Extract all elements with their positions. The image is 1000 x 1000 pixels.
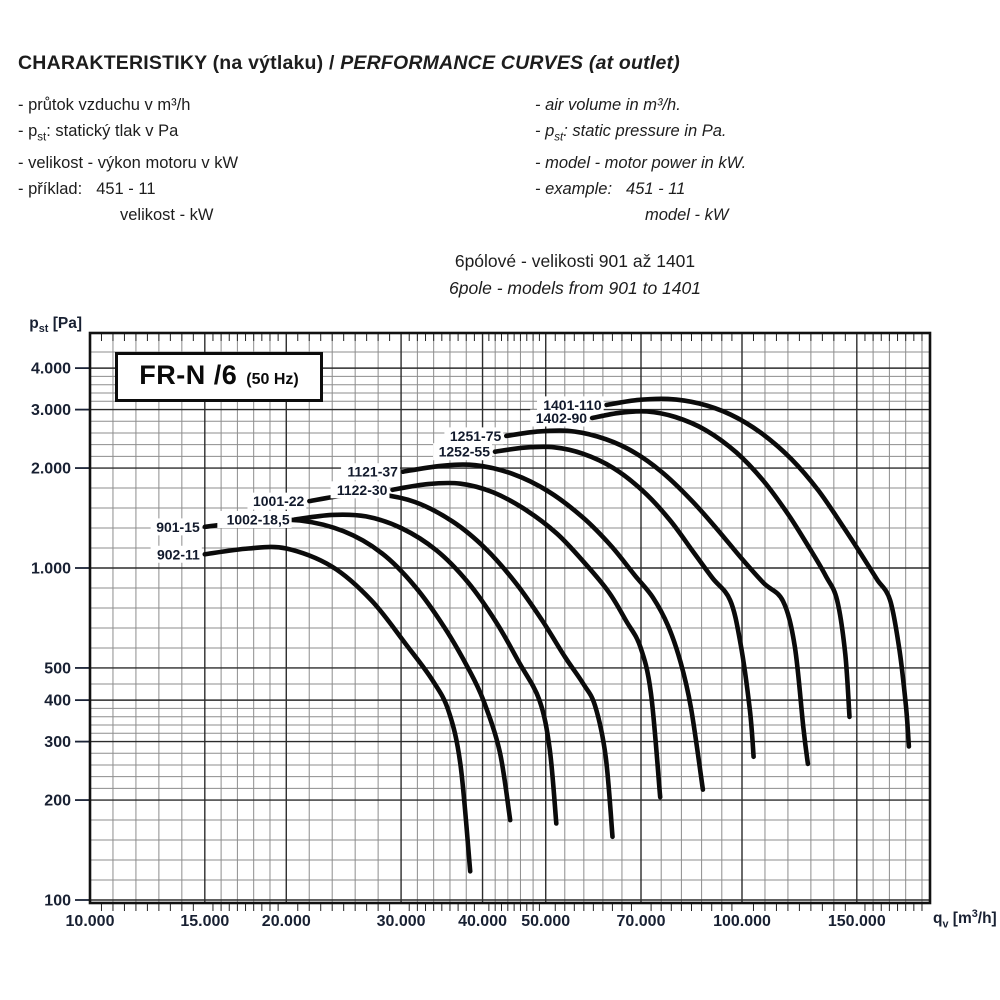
curve-label-1001-22: 1001-22 [253, 493, 305, 509]
grid-major [89, 333, 930, 903]
curve-label-1002-18,5: 1002-18,5 [227, 511, 290, 527]
legend-cz-item-model: - velikost - výkon motoru v kW [18, 154, 239, 173]
legend-en-example-note: model - kW [645, 206, 729, 225]
legend-en-item-example: - example: 451 - 11 [535, 176, 746, 202]
curve-label-1122-30: 1122-30 [337, 482, 388, 498]
legend-cz-item-airflow: - průtok vzduchu v m³/h [18, 96, 191, 114]
legend-cz-example-value: 451 - 11 [96, 180, 156, 199]
curve-1251-75 [504, 428, 811, 767]
legend-cz-example-label: - příklad: [18, 180, 83, 199]
chart-title-frequency: (50 Hz) [246, 371, 299, 388]
chart-title-box: FR-N /6 (50 Hz) [115, 352, 323, 402]
y-tick-3000: 3.000 [31, 402, 71, 419]
curve-labels: 902-11 901-15 1002-18,5 1001-22 1122-30 1121-… [150, 396, 604, 563]
y-tick-4000: 4.000 [31, 361, 71, 378]
x-tick-40000: 40.000 [458, 913, 507, 930]
x-tick-150000: 150.000 [828, 913, 886, 930]
chart-subtitle: 6pólové - velikosti 901 až 1401 6pole - … [125, 248, 1000, 302]
page-title-en: PERFORMANCE CURVES (at outlet) [340, 52, 680, 74]
x-tick-50000: 50.000 [521, 913, 570, 930]
curve-label-1402-90: 1402-90 [536, 410, 588, 426]
chart-subtitle-en: 6pole - models from 901 to 1401 [449, 278, 701, 298]
curve-1252-55 [492, 444, 756, 760]
axis-tick-labels: 4.000 3.000 2.000 1.000 500 400 300 200 100 10.00… [31, 361, 886, 930]
curve-1401-110 [604, 396, 912, 749]
y-tick-100: 100 [44, 893, 71, 910]
plot-frame [88, 331, 932, 905]
x-tick-100000: 100.000 [713, 913, 771, 930]
y-tick-300: 300 [44, 734, 71, 751]
curve-label-1121-37: 1121-37 [347, 464, 398, 480]
y-tick-500: 500 [44, 660, 71, 677]
curve-label-1401-110: 1401-110 [543, 397, 602, 413]
x-tick-70000: 70.000 [617, 913, 666, 930]
y-tick-2000: 2.000 [31, 461, 71, 478]
legend-cz-item-example: - příklad: 451 - 11 [18, 176, 238, 202]
y-tick-1000: 1.000 [31, 561, 71, 578]
legend-cz-example-note: velikost - kW [120, 206, 214, 225]
legend-en-example-value: 451 - 11 [626, 180, 686, 199]
curve-1122-30 [390, 480, 663, 800]
curve-label-1251-75: 1251-75 [450, 428, 502, 444]
curve-label-902-11: 902-11 [157, 546, 200, 562]
page-title-cz: CHARAKTERISTIKY (na výtlaku) / [18, 52, 341, 74]
curve-label-901-15: 901-15 [156, 519, 200, 535]
legend-english: - air volume in m³/h. - pst: static pres… [535, 92, 746, 228]
x-tick-20000: 20.000 [262, 913, 311, 930]
legend-en-item-airflow: - air volume in m³/h. [535, 96, 681, 114]
x-tick-30000: 30.000 [377, 913, 426, 930]
legend-en-example-label: - example: [535, 180, 613, 199]
curve-901-15 [202, 517, 513, 823]
y-tick-400: 400 [44, 693, 71, 710]
y-tick-200: 200 [44, 793, 71, 810]
legend-czech: - průtok vzduchu v m³/h - pst: statický … [18, 92, 238, 228]
curve-1121-37 [400, 462, 706, 792]
x-axis-unit-label: qv [m3/h] [933, 908, 997, 931]
curve-1402-90 [589, 408, 852, 720]
chart-title-main: FR-N /6 [139, 360, 238, 390]
x-tick-15000: 15.000 [180, 913, 229, 930]
legend-en-item-model: - model - motor power in kW. [535, 154, 747, 173]
y-axis-unit-label: pst [Pa] [29, 315, 82, 336]
chart-subtitle-cz: 6pólové - velikosti 901 až 1401 [454, 251, 696, 271]
plot-border [88, 331, 932, 905]
legend-en-item-pressure: - pst: static pressure in Pa. [535, 122, 727, 144]
axis-ticks [75, 333, 923, 911]
fan-curves [202, 396, 912, 874]
curve-902-11 [202, 544, 473, 874]
curve-label-1252-55: 1252-55 [439, 444, 491, 460]
curve-1002-18,5 [292, 512, 559, 826]
x-tick-10000: 10.000 [66, 913, 115, 930]
legend-cz-item-pressure: - pst: statický tlak v Pa [18, 122, 179, 144]
page-title: CHARAKTERISTIKY (na výtlaku) / PERFORMAN… [18, 52, 680, 75]
